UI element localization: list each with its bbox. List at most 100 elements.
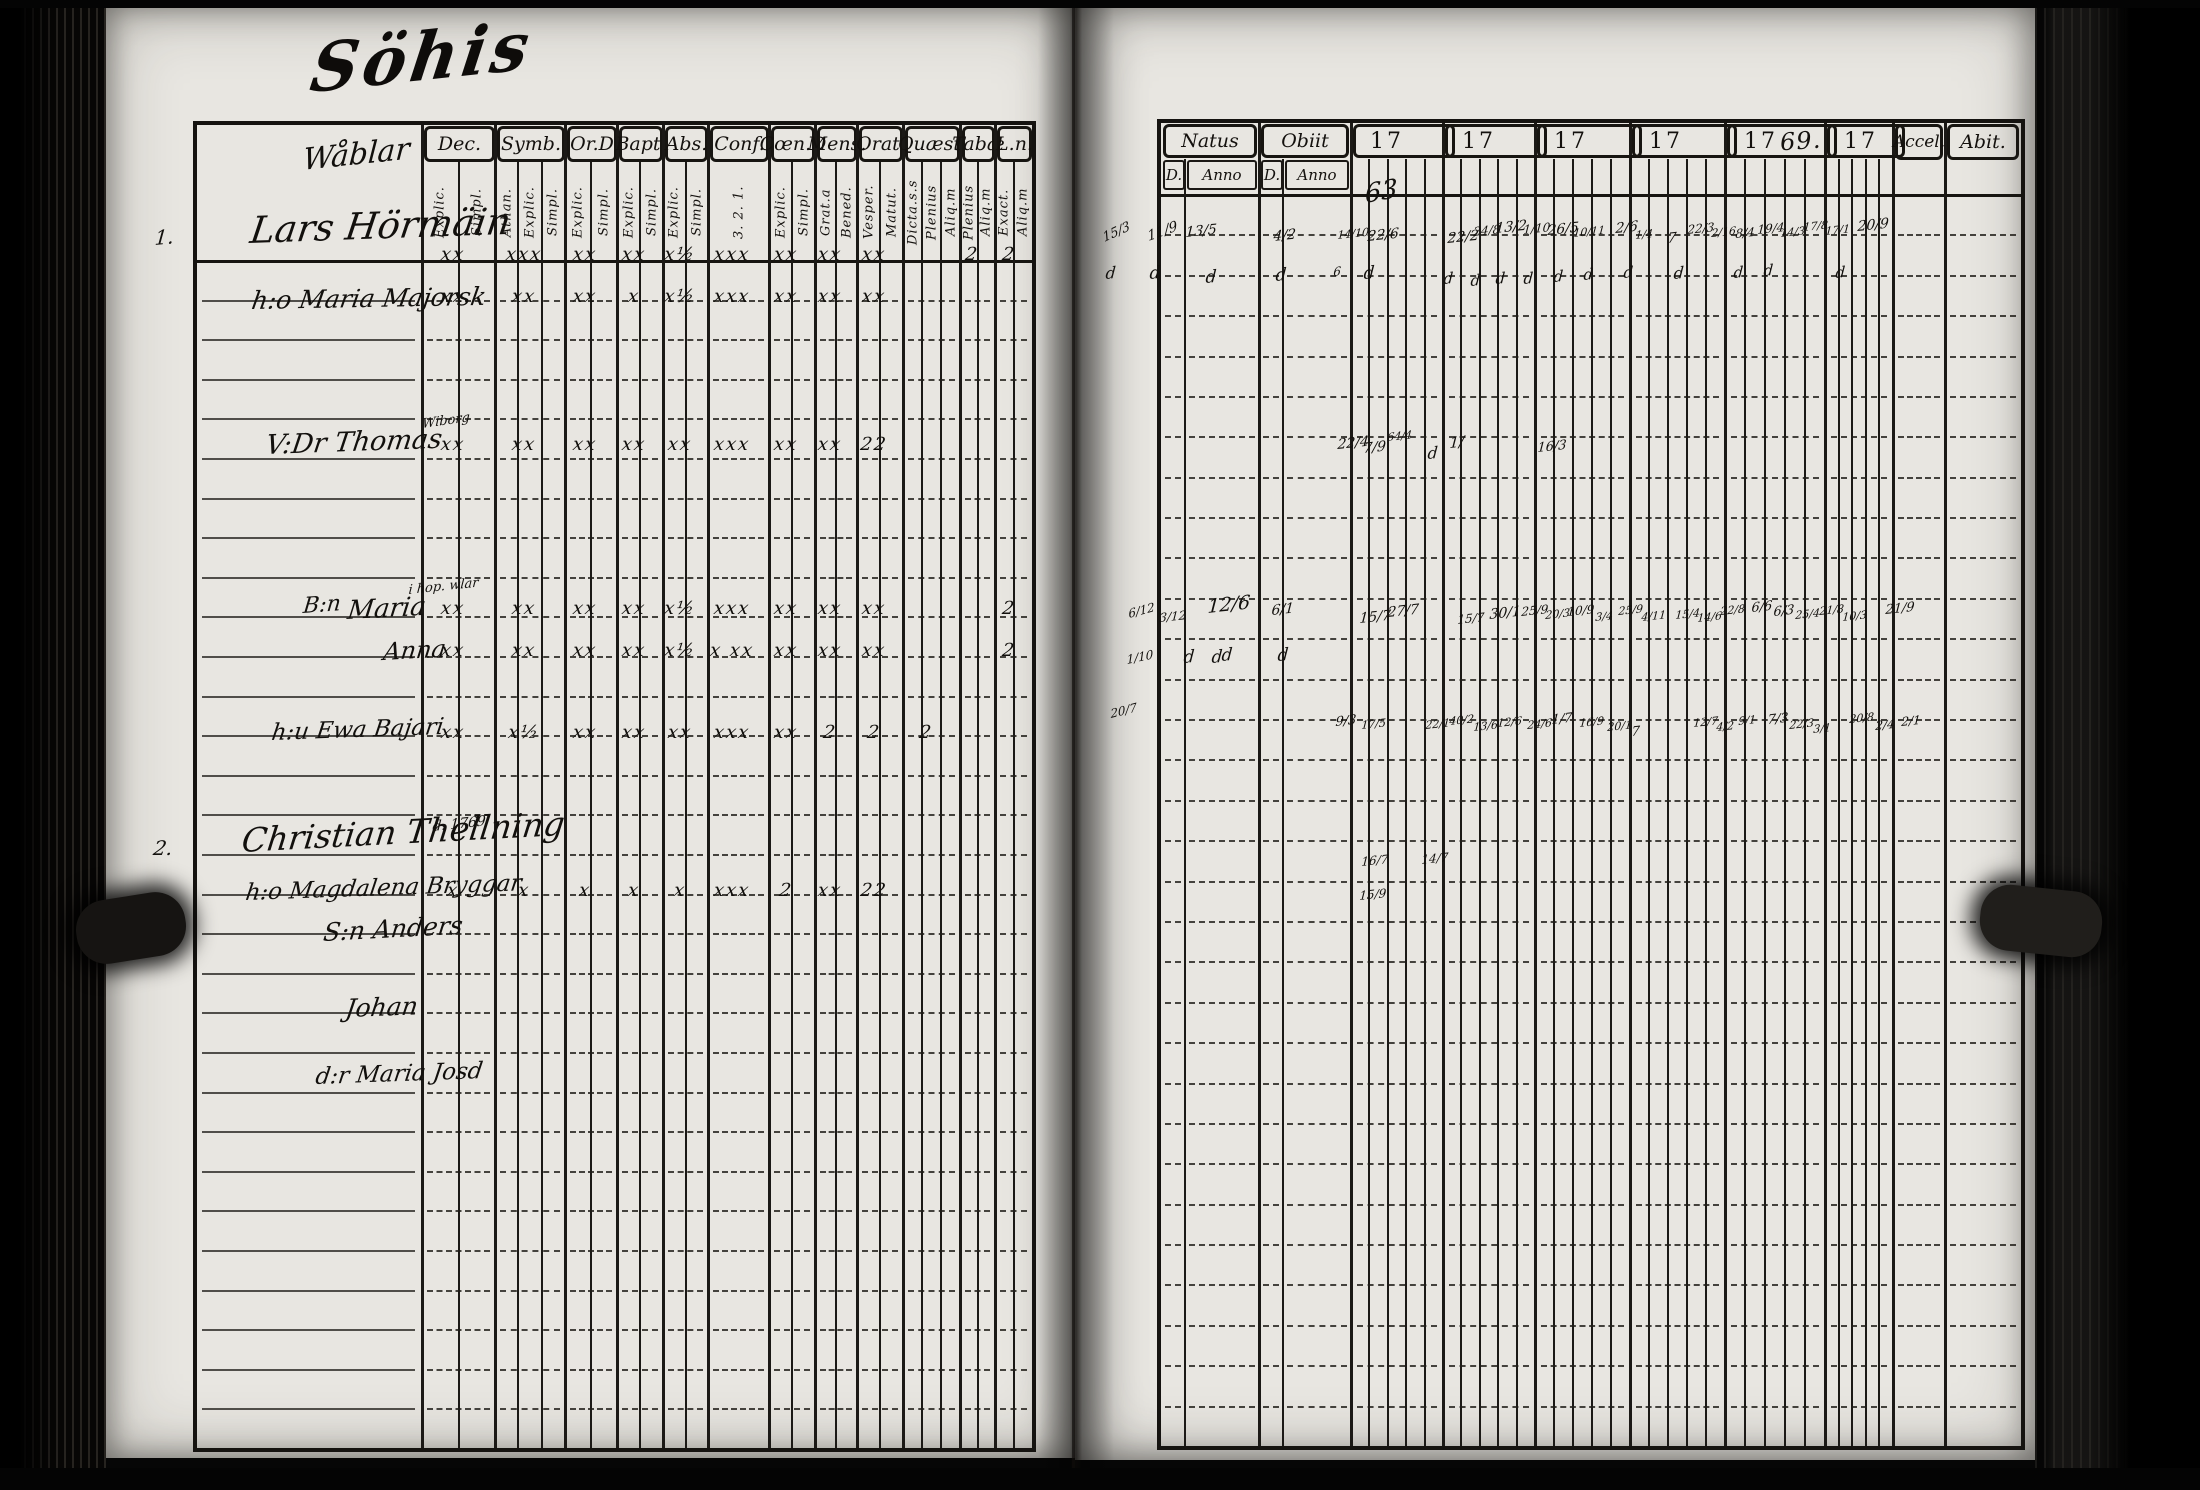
- row-line: [1636, 274, 1719, 277]
- subcolumn-line: [1705, 159, 1707, 1446]
- row-line: [1831, 1042, 1887, 1045]
- handwriting-mark: d: [1672, 262, 1685, 284]
- row-line: [820, 1170, 852, 1173]
- handwriting-mark: d:r Maria Josd: [313, 1058, 485, 1091]
- row-line: [862, 1329, 898, 1332]
- row-line: [713, 1052, 764, 1054]
- subcolumn-line: [1515, 159, 1518, 1446]
- subcolumn-line: [1784, 159, 1786, 1446]
- row-line: [570, 418, 612, 421]
- row-line: [668, 854, 703, 856]
- row-line: [1950, 1122, 2016, 1125]
- row-line: [1636, 799, 1719, 802]
- row-line: [1636, 840, 1719, 843]
- row-line: [1636, 719, 1719, 722]
- row-line: [1357, 476, 1437, 479]
- row-line: [1165, 678, 1181, 681]
- row-line: [1898, 880, 1940, 883]
- row-line: [1189, 1405, 1255, 1408]
- row-line: [774, 972, 810, 975]
- row-line: [427, 576, 490, 579]
- row-line: [820, 893, 852, 896]
- row-line: [965, 616, 990, 619]
- row-line: [1541, 1203, 1624, 1206]
- handwriting-mark: 12/6: [1206, 591, 1251, 619]
- row-line: [1189, 880, 1255, 883]
- row-line: [1287, 1001, 1347, 1004]
- subcolumn-line: [921, 162, 923, 1448]
- row-line: [1287, 517, 1347, 520]
- subcolumn-header: Dicta.s.s: [905, 179, 920, 245]
- row-line: [820, 933, 852, 936]
- handwriting-mark: 1/10: [1126, 647, 1154, 668]
- row-line: [668, 893, 703, 896]
- row-line: [1541, 597, 1624, 600]
- row-line: [1831, 1203, 1887, 1206]
- row-line: [774, 1408, 810, 1411]
- row-line: [908, 1289, 955, 1292]
- row-line: [1541, 961, 1624, 964]
- row-line: [1898, 1324, 1940, 1327]
- column-header: Orat.: [856, 126, 906, 162]
- subcolumn-line: [879, 162, 881, 1448]
- row-line: [1000, 497, 1027, 500]
- row-line: [1950, 1203, 2016, 1206]
- row-line: [1165, 597, 1181, 600]
- row-line: [1165, 234, 1181, 237]
- row-line: [622, 418, 658, 421]
- name-row-line: [202, 893, 415, 896]
- row-line: [427, 1052, 490, 1054]
- row-line: [668, 814, 703, 817]
- row-line: [1357, 961, 1437, 964]
- row-line: [1189, 1082, 1255, 1085]
- row-line: [1950, 1324, 2016, 1327]
- row-line: [965, 299, 990, 302]
- row-line: [713, 893, 764, 896]
- row-line: [500, 497, 560, 500]
- left-table: Dec. Explic. Simpl. Symb. Athan. Explic. Simpl…: [193, 121, 1036, 1452]
- row-line: [713, 458, 764, 460]
- row-line: [713, 933, 764, 936]
- row-line: [1731, 1163, 1819, 1166]
- handwriting-mark: d: [1552, 266, 1564, 287]
- row-line: [1831, 1324, 1887, 1327]
- name-row-line: [202, 814, 415, 817]
- handwriting-mark: 7: [1630, 723, 1641, 741]
- row-line: [1898, 638, 1940, 641]
- row-line: [1831, 597, 1887, 600]
- year-printed: 17: [1370, 128, 1404, 154]
- handwriting-mark: 27/7: [1386, 601, 1420, 622]
- handwriting-mark: Lars Hörmäin: [247, 199, 514, 253]
- handwriting-mark: 2/4: [1874, 716, 1896, 734]
- row-line: [1357, 1324, 1437, 1327]
- column-header: Quæst.: [898, 126, 967, 162]
- subcolumn-line: [1478, 159, 1481, 1446]
- row-line: [1541, 1405, 1624, 1408]
- row-line: [1357, 759, 1437, 762]
- row-line: [1731, 557, 1819, 560]
- row-line: [908, 695, 955, 698]
- row-line: [713, 1091, 764, 1094]
- row-line: [1898, 799, 1940, 802]
- row-line: [427, 497, 490, 500]
- row-line: [1831, 1122, 1887, 1125]
- row-line: [862, 1210, 898, 1213]
- row-line: [1000, 299, 1027, 302]
- subcolumn-line: [1184, 159, 1186, 1446]
- row-line: [1831, 1163, 1887, 1166]
- subcolumn-line: [1553, 159, 1555, 1446]
- row-line: [668, 972, 703, 975]
- row-line: [1287, 1203, 1347, 1206]
- binding-gutter-line: [1072, 0, 1075, 1490]
- row-line: [1449, 920, 1529, 923]
- row-line: [1000, 656, 1027, 658]
- row-line: [908, 1131, 955, 1134]
- row-line: [1831, 234, 1887, 237]
- row-line: [1731, 315, 1819, 318]
- row-line: [820, 735, 852, 738]
- subcolumn-line: [1648, 159, 1650, 1446]
- row-line: [570, 972, 612, 975]
- row-line: [1731, 1244, 1819, 1247]
- row-line: [820, 418, 852, 421]
